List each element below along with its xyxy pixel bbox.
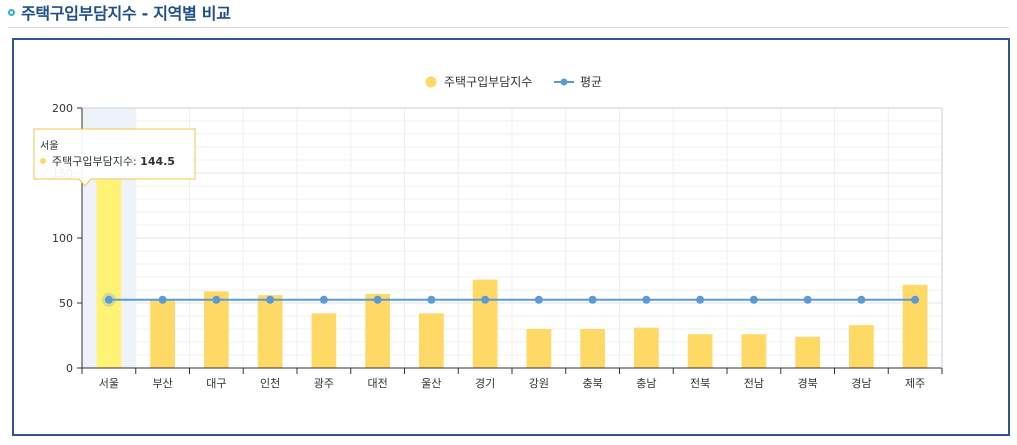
average-point-경북[interactable]: [803, 295, 812, 304]
x-tick-label: 서울: [99, 377, 119, 390]
x-tick-label: 전남: [744, 377, 764, 390]
bar-전북[interactable]: [687, 334, 713, 368]
bar-인천[interactable]: [257, 295, 283, 368]
average-point-경기[interactable]: [481, 295, 490, 304]
legend-bar-marker: [425, 76, 437, 88]
bar-부산[interactable]: [150, 300, 175, 368]
x-tick-label: 대전: [368, 377, 388, 390]
x-tick-label: 경남: [851, 377, 871, 390]
x-tick-label: 광주: [314, 377, 334, 390]
bar-서울[interactable]: [96, 180, 122, 368]
tooltip-category: 서울: [40, 140, 58, 152]
average-point-인천[interactable]: [266, 295, 275, 304]
bar-대전[interactable]: [365, 293, 390, 368]
bar-광주[interactable]: [311, 313, 337, 368]
tooltip: 서울 주택구입부담지수: 144.5: [33, 128, 196, 187]
x-tick-label: 경북: [798, 377, 818, 390]
header-divider: [8, 27, 1009, 28]
bar-충남[interactable]: [634, 327, 659, 368]
y-tick-label: 100: [52, 232, 73, 245]
average-point-경남[interactable]: [857, 295, 866, 304]
average-point-충북[interactable]: [588, 295, 597, 304]
average-point-울산[interactable]: [427, 295, 436, 304]
y-tick-label: 50: [59, 297, 73, 310]
bullet-icon: [8, 8, 15, 16]
bar-series: [96, 180, 928, 368]
x-tick-label: 부산: [153, 377, 173, 390]
legend-bar-label[interactable]: 주택구입부담지수: [444, 75, 532, 89]
bar-충북[interactable]: [580, 329, 605, 368]
average-point-강원[interactable]: [534, 295, 543, 304]
bar-강원[interactable]: [526, 329, 552, 368]
average-point-제주[interactable]: [911, 295, 920, 304]
legend[interactable]: 주택구입부담지수 평균: [425, 75, 603, 89]
average-point-전남[interactable]: [749, 295, 758, 304]
tooltip-series-marker: [40, 158, 46, 164]
average-point-광주[interactable]: [319, 295, 328, 304]
legend-line-marker: [560, 78, 568, 86]
bar-전남[interactable]: [741, 334, 767, 368]
bar-경북[interactable]: [795, 336, 820, 368]
x-tick-label: 충북: [583, 377, 603, 390]
legend-line-label[interactable]: 평균: [580, 75, 602, 89]
x-tick-label: 인천: [260, 376, 280, 390]
x-tick-label: 제주: [905, 377, 925, 390]
bar-경기[interactable]: [472, 279, 498, 368]
average-point-부산[interactable]: [158, 295, 167, 304]
x-tick-label: 경기: [475, 377, 495, 390]
average-point-서울[interactable]: [104, 295, 113, 304]
x-tick-label: 충남: [636, 377, 656, 390]
average-point-대전[interactable]: [373, 295, 382, 304]
y-tick-label: 0: [66, 362, 73, 375]
average-point-충남[interactable]: [642, 295, 651, 304]
y-tick-label: 200: [52, 102, 73, 115]
page-title: 주택구입부담지수 - 지역별 비교: [21, 4, 231, 23]
x-tick-label: 전북: [690, 377, 710, 390]
average-point-대구[interactable]: [212, 295, 221, 304]
x-tick-label: 대구: [206, 377, 226, 390]
bar-울산[interactable]: [419, 313, 444, 368]
tooltip-value: 144.5: [140, 155, 175, 168]
average-point-전북[interactable]: [696, 295, 705, 304]
average-line-series: [101, 292, 920, 307]
bar-대구[interactable]: [204, 291, 229, 368]
x-axis-labels: 서울 부산 대구 인천 광주 대전 울산 경기 강원 충북 충남 전북 전남 경북 경남 제주: [99, 376, 926, 390]
tooltip-series-label: 주택구입부담지수: [52, 155, 133, 168]
tooltip-series-name: 주택구입부담지수: 144.5: [52, 155, 175, 168]
x-tick-label: 울산: [421, 377, 441, 390]
page-header: 주택구입부담지수 - 지역별 비교: [8, 2, 231, 23]
bar-경남[interactable]: [849, 325, 874, 368]
x-tick-label: 강원: [529, 377, 549, 390]
tooltip-box: [33, 128, 196, 187]
